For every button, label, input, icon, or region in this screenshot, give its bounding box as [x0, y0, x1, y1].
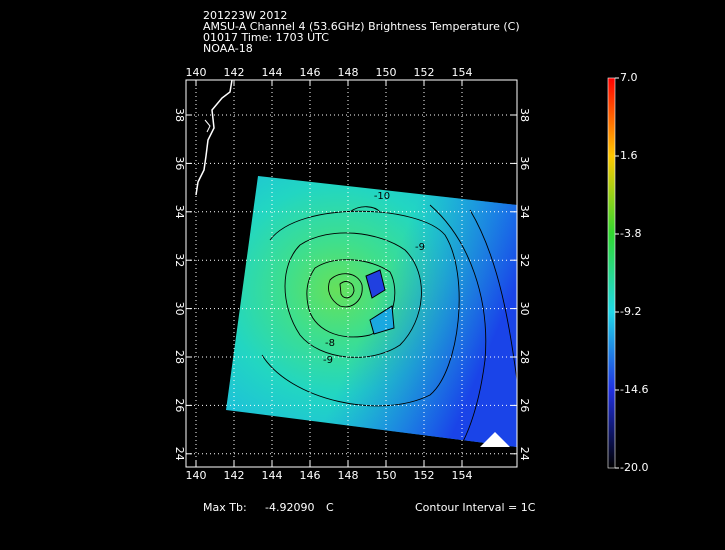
contour — [328, 273, 363, 308]
max-value: -4.92090 — [265, 501, 314, 514]
contour-interval: Contour Interval = 1C — [415, 501, 536, 514]
colorbar-label: 7.0 — [620, 71, 638, 84]
lon-label: 146 — [300, 66, 321, 79]
lat-label: 34 — [518, 205, 531, 219]
lat-label: 36 — [173, 156, 186, 170]
colorbar-label: -14.6 — [620, 383, 648, 396]
contour-label: -9 — [323, 355, 333, 366]
contour — [469, 209, 517, 381]
contour — [284, 232, 422, 358]
lon-label: 148 — [338, 469, 359, 482]
lon-label: 144 — [262, 66, 283, 79]
lat-label: 30 — [518, 302, 531, 316]
coastline — [204, 119, 211, 133]
colorbar — [607, 77, 616, 469]
colorbar-label: 1.6 — [620, 149, 638, 162]
lon-label: 140 — [186, 66, 207, 79]
lon-label: 154 — [452, 469, 473, 482]
lat-label: 34 — [173, 205, 186, 219]
lon-label: 154 — [452, 66, 473, 79]
lat-label: 28 — [518, 350, 531, 364]
lat-label: 38 — [173, 108, 186, 122]
lat-label: 24 — [173, 447, 186, 461]
land-patch — [480, 432, 510, 447]
lat-label: 24 — [518, 447, 531, 461]
lat-label: 28 — [173, 350, 186, 364]
cold-cell — [369, 305, 395, 335]
max-label: Max Tb: — [203, 501, 247, 514]
lon-label: 146 — [300, 469, 321, 482]
cold-region — [226, 176, 517, 447]
lon-label: 150 — [376, 66, 397, 79]
colorbar-label: -3.8 — [620, 227, 641, 240]
header-line: NOAA-18 — [203, 42, 253, 55]
lon-label: 144 — [262, 469, 283, 482]
lat-label: 36 — [518, 156, 531, 170]
contour — [339, 281, 355, 299]
header-line: 201223W 2012 — [203, 9, 287, 22]
max-unit: C — [326, 501, 334, 514]
cold-cell — [365, 269, 386, 299]
coastline — [195, 79, 233, 196]
lat-label: 32 — [518, 253, 531, 267]
lon-label: 152 — [414, 469, 435, 482]
contour — [306, 259, 396, 338]
contour-label: -9 — [415, 242, 425, 253]
lat-label: 30 — [173, 302, 186, 316]
contour-label: -8 — [325, 338, 335, 349]
header-line: 01017 Time: 1703 UTC — [203, 31, 329, 44]
swath — [226, 176, 517, 448]
map-frame — [185, 79, 518, 468]
lat-label: 26 — [173, 398, 186, 412]
colorbar-label: -20.0 — [620, 461, 648, 474]
graticule — [186, 80, 517, 467]
colorbar-label: -9.2 — [620, 305, 641, 318]
contour — [349, 206, 381, 213]
lat-label: 26 — [518, 398, 531, 412]
lat-label: 32 — [173, 253, 186, 267]
contour-label: -10 — [374, 191, 390, 202]
lon-label: 150 — [376, 469, 397, 482]
contour — [429, 204, 487, 448]
lon-label: 152 — [414, 66, 435, 79]
lon-label: 142 — [224, 66, 245, 79]
lat-label: 38 — [518, 108, 531, 122]
contour — [261, 210, 460, 407]
lon-label: 148 — [338, 66, 359, 79]
lon-label: 142 — [224, 469, 245, 482]
lon-label: 140 — [186, 469, 207, 482]
header-line: AMSU-A Channel 4 (53.6GHz) Brightness Te… — [203, 20, 520, 33]
